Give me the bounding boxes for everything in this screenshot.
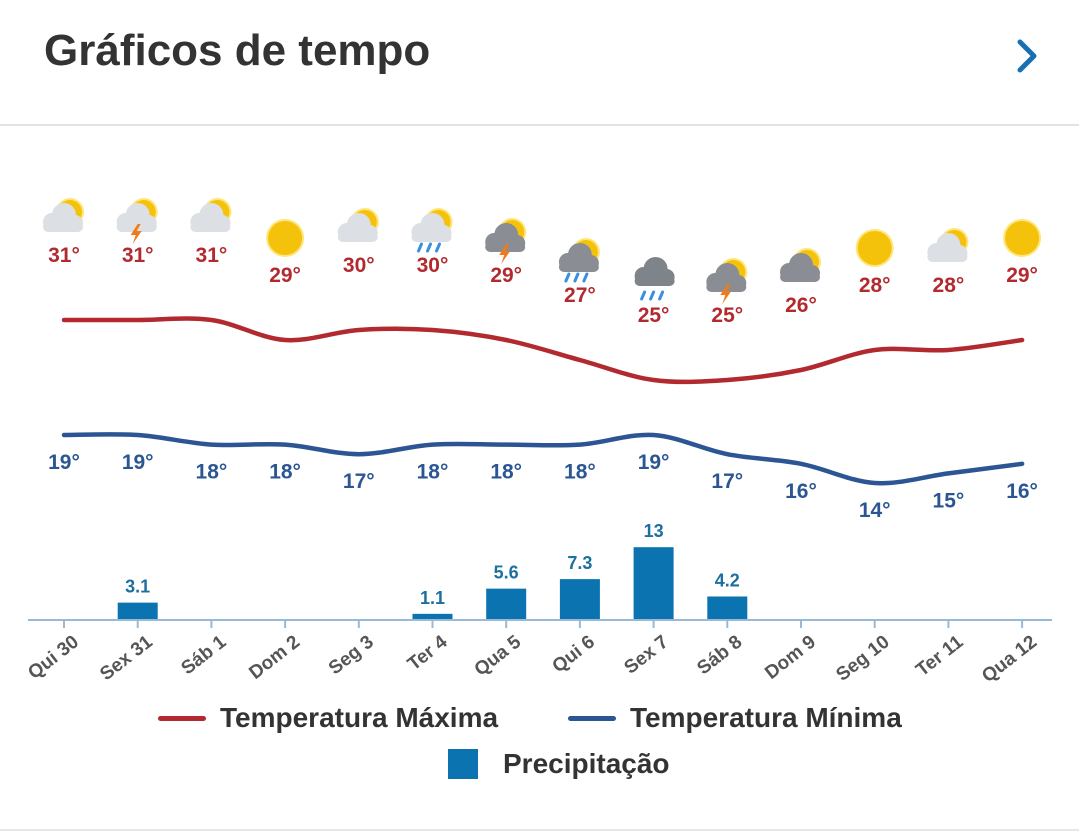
partly-cloudy-icon (337, 208, 379, 242)
precip-bar (633, 547, 674, 620)
precip-bar (486, 588, 527, 620)
max-temp-label: 28° (933, 274, 965, 297)
sun-icon (855, 229, 894, 267)
legend-swatch-precip (448, 749, 478, 779)
precip-value-label: 3.1 (125, 577, 150, 597)
legend: Temperatura Máxima Temperatura Mínima Pr… (0, 696, 1079, 796)
page-title: Gráficos de tempo (44, 26, 431, 75)
min-temp-label: 19° (48, 451, 80, 474)
min-temp-label: 14° (859, 499, 891, 522)
min-temp-label: 19° (122, 451, 154, 474)
min-temp-label: 18° (490, 461, 522, 484)
x-tick-label: Qua 5 (471, 631, 526, 680)
min-temp-label: 16° (785, 480, 817, 503)
legend-item-max: Temperatura Máxima (158, 702, 498, 734)
max-temp-label: 29° (269, 264, 301, 287)
x-tick-label: Qui 30 (24, 631, 83, 683)
sun-icon (1003, 219, 1042, 257)
x-tick-label: Sex 7 (620, 631, 672, 678)
x-tick-label: Seg 3 (325, 631, 378, 679)
legend-label-precip: Precipitação (503, 748, 670, 779)
rain-cloud-icon (634, 257, 675, 301)
max-temp-label: 30° (343, 254, 375, 277)
min-temp-label: 18° (417, 461, 449, 484)
max-temp-label: 30° (417, 254, 449, 277)
thunderstorm-icon (706, 258, 748, 304)
legend-item-min: Temperatura Mínima (568, 702, 902, 734)
divider (0, 829, 1079, 831)
partly-cloudy-icon (190, 198, 232, 232)
precip-bar (559, 579, 600, 620)
x-tick-label: Sáb 1 (177, 631, 230, 679)
max-temp-label: 29° (1006, 264, 1038, 287)
x-tick-label: Sex 31 (96, 631, 157, 685)
max-temp-line (61, 316, 1025, 385)
max-temp-label: 31° (122, 244, 154, 267)
x-tick-label: Dom 9 (761, 631, 820, 683)
max-temp-label: 31° (48, 244, 80, 267)
max-temp-label: 27° (564, 284, 596, 307)
precip-bar (117, 602, 158, 620)
min-temp-line (61, 432, 1025, 486)
partly-cloudy-icon (927, 228, 969, 262)
rain-shower-icon (558, 238, 600, 283)
precip-value-label: 4.2 (715, 570, 740, 590)
partly-cloudy-icon (43, 198, 84, 232)
x-tick-label: Ter 11 (912, 631, 967, 681)
min-temp-label: 17° (343, 470, 375, 493)
max-temp-label: 28° (859, 274, 891, 297)
thunderstorm-icon (485, 218, 527, 264)
x-tick-label: Sáb 8 (693, 631, 746, 679)
max-temp-label: 25° (638, 304, 670, 327)
min-temp-label: 18° (564, 461, 596, 484)
header: Gráficos de tempo (0, 0, 1079, 126)
precip-value-label: 7.3 (567, 553, 592, 573)
max-temp-label: 31° (196, 244, 228, 267)
legend-label-min: Temperatura Mínima (630, 702, 902, 733)
x-tick-label: Qua 12 (978, 631, 1041, 687)
min-temp-label: 18° (196, 461, 228, 484)
x-tick-label: Seg 10 (832, 631, 893, 685)
legend-label-max: Temperatura Máxima (220, 702, 499, 733)
x-tick-label: Ter 4 (404, 631, 452, 675)
x-tick-label: Qui 6 (548, 631, 598, 677)
rain-shower-icon (411, 208, 453, 253)
precip-value-label: 1.1 (420, 588, 445, 608)
max-temp-label: 26° (785, 294, 817, 317)
legend-swatch-min (568, 715, 616, 721)
x-tick-label: Dom 2 (245, 631, 304, 683)
precip-bar (412, 613, 453, 620)
precip-bar (707, 596, 748, 620)
sun-icon (266, 219, 305, 257)
min-temp-label: 16° (1006, 480, 1038, 503)
min-temp-label: 17° (711, 470, 743, 493)
chevron-right-icon[interactable] (1004, 34, 1052, 82)
legend-swatch-max (158, 715, 206, 721)
weather-chart: 31° 31° 31° 29° 30° 30° 29° 27° 25° 25° 26° 28° 28° 2… (24, 198, 1052, 687)
legend-item-precip: Precipitação (448, 748, 670, 780)
max-temp-label: 25° (711, 304, 743, 327)
min-temp-label: 18° (269, 461, 301, 484)
partly-cloudy-icon (780, 248, 821, 282)
precip-value-label: 5.6 (494, 563, 519, 583)
precip-value-label: 13 (644, 521, 664, 541)
min-temp-label: 15° (933, 489, 965, 512)
min-temp-label: 19° (638, 451, 670, 474)
max-temp-label: 29° (490, 264, 522, 287)
thunderstorm-icon (116, 198, 158, 244)
